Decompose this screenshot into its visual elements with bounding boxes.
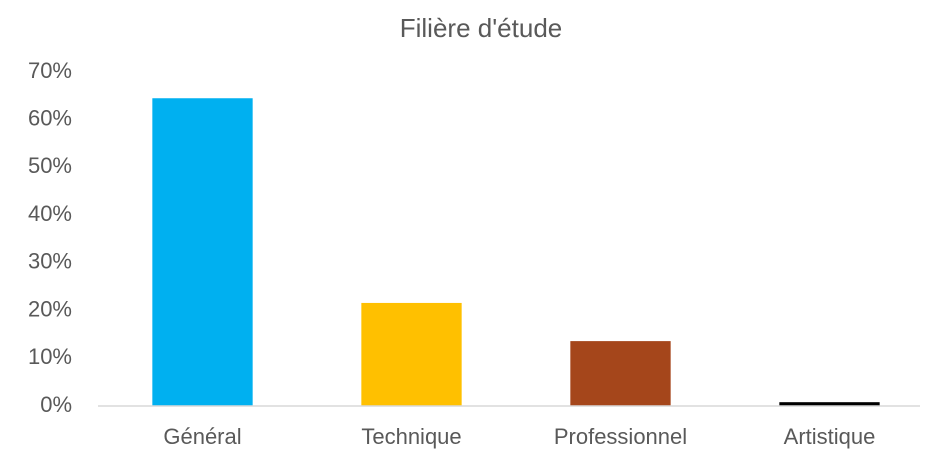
x-tick-label: Général — [163, 424, 241, 449]
bar — [361, 302, 462, 406]
y-tick-label: 50% — [28, 153, 72, 178]
chart-title: Filière d'étude — [400, 13, 563, 43]
x-tick-label: Professionnel — [554, 424, 687, 449]
y-tick-label: 10% — [28, 344, 72, 369]
x-tick-label: Technique — [361, 424, 461, 449]
y-tick-label: 70% — [28, 58, 72, 83]
y-tick-label: 20% — [28, 296, 72, 321]
bar — [570, 341, 671, 406]
y-tick-label: 60% — [28, 106, 72, 131]
y-tick-label: 0% — [40, 392, 72, 417]
x-tick-label: Artistique — [784, 424, 876, 449]
y-tick-label: 30% — [28, 249, 72, 274]
bar — [152, 98, 253, 406]
y-tick-label: 40% — [28, 201, 72, 226]
bar — [779, 402, 880, 406]
